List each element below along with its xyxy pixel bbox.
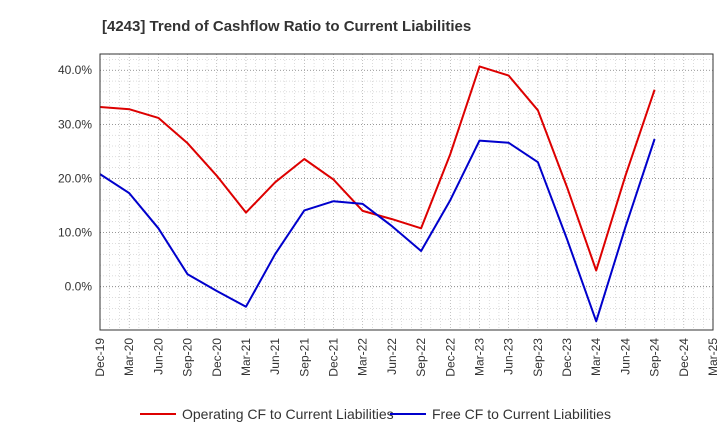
series-line-1 <box>99 65 656 272</box>
x-tick-label: Jun-22 <box>385 338 399 375</box>
y-tick-label: 30.0% <box>58 117 92 131</box>
x-axis: Dec-19 Mar-20 Jun-20 Sep-20 Dec-20 Mar-21 Jun-… <box>93 338 720 377</box>
x-tick-label: Sep-20 <box>181 338 195 377</box>
y-tick-label: 0.0% <box>65 280 93 294</box>
chart-title: [4243] Trend of Cashflow Ratio to Curren… <box>102 18 471 35</box>
x-tick-label: Dec-22 <box>443 338 457 377</box>
x-tick-label: Jun-24 <box>618 338 632 375</box>
y-tick-label: 10.0% <box>58 226 92 240</box>
x-tick-label: Dec-24 <box>677 338 691 377</box>
series-line-2 <box>99 138 656 323</box>
legend: Operating CF to Current Liabilities Free … <box>140 406 611 422</box>
x-tick-label: Jun-20 <box>151 338 165 375</box>
y-tick-label: 40.0% <box>58 63 92 77</box>
x-tick-label: Sep-22 <box>414 338 428 377</box>
legend-label-1: Operating CF to Current Liabilities <box>182 406 394 422</box>
legend-label-2: Free CF to Current Liabilities <box>432 406 611 422</box>
x-tick-label: Mar-24 <box>589 338 603 376</box>
x-tick-label: Jun-23 <box>502 338 516 375</box>
x-tick-label: Sep-24 <box>648 338 662 377</box>
y-tick-label: 20.0% <box>58 171 92 185</box>
x-tick-label: Mar-20 <box>122 338 136 376</box>
x-tick-label: Mar-21 <box>239 338 253 376</box>
x-tick-label: Dec-20 <box>210 338 224 377</box>
series-lines <box>99 65 656 323</box>
x-tick-label: Dec-21 <box>327 338 341 377</box>
x-tick-label: Jun-21 <box>268 338 282 375</box>
x-tick-label: Mar-23 <box>472 338 486 376</box>
x-tick-label: Dec-23 <box>560 338 574 377</box>
x-tick-label: Sep-21 <box>297 338 311 377</box>
x-tick-label: Dec-19 <box>93 338 107 377</box>
plot-area <box>99 53 714 331</box>
grid <box>99 54 714 330</box>
y-axis: 0.0% 10.0% 20.0% 30.0% 40.0% <box>58 63 92 293</box>
x-tick-label: Mar-25 <box>706 338 720 376</box>
x-tick-label: Sep-23 <box>531 338 545 377</box>
x-tick-label: Mar-22 <box>356 338 370 376</box>
